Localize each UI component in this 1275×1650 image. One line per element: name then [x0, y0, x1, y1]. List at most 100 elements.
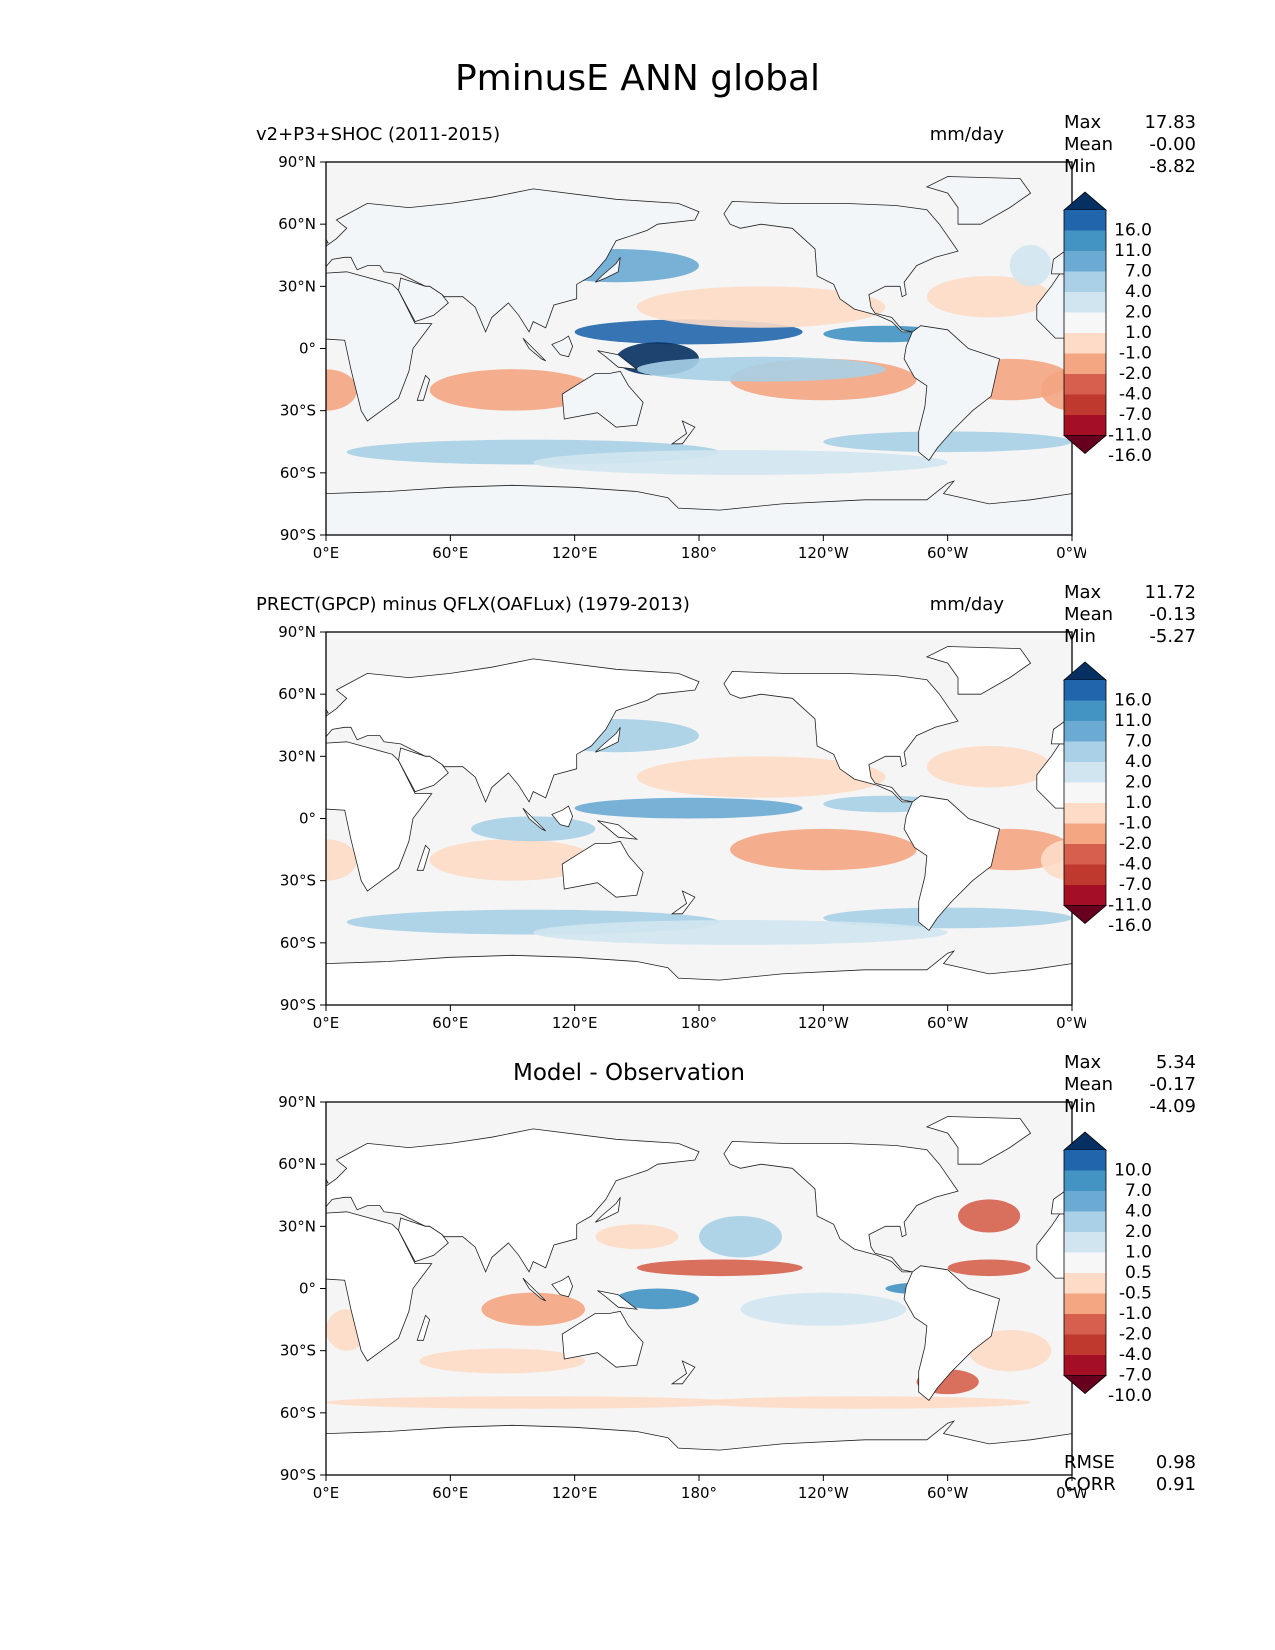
world-map: 90°N 60°N 30°N 0° 30°S 60°S 90°S0°E 60°E 120°E 18…: [256, 1093, 1088, 1502]
lon-tick-label: 120°W: [798, 544, 849, 562]
continent-eurasia: [326, 658, 700, 803]
stats-box: Max 17.83 Mean -0.00 Min -8.82: [1064, 112, 1196, 178]
colorbar-segment: [1064, 1355, 1106, 1376]
colorbar-level-label: -16.0: [1108, 446, 1152, 466]
lon-tick-label: 60°E: [432, 1014, 468, 1032]
colorbar-segment: [1064, 844, 1106, 865]
anomaly-region: [256, 1259, 285, 1276]
lat-tick-label: 90°S: [280, 1466, 316, 1484]
anomaly-region: [533, 450, 948, 475]
stat-max-label: Max: [1064, 112, 1102, 133]
anomaly-region: [429, 839, 596, 881]
continent-australia: [561, 370, 644, 428]
continent-newguinea: [597, 350, 639, 370]
colorbar-level-label: -1.0: [1119, 344, 1152, 364]
continent-australia: [561, 1310, 644, 1368]
lat-tick-label: 90°N: [278, 1093, 316, 1111]
lat-tick-label: 30°N: [278, 277, 316, 295]
panel-observation: PRECT(GPCP) minus QFLX(OAFLux) (1979-201…: [0, 582, 1275, 1052]
continent-borneo: [551, 805, 574, 828]
lat-tick-label: 90°N: [278, 623, 316, 641]
continent-japan: [595, 1197, 621, 1223]
continent-borneo: [551, 1275, 574, 1298]
colorbar-level-label: 7.0: [1125, 262, 1152, 282]
colorbar-level-label: -7.0: [1119, 875, 1152, 895]
lat-tick-label: 0°: [299, 1280, 316, 1298]
anomaly-region: [636, 286, 886, 328]
anomaly-region: [256, 1199, 274, 1232]
colorbar-segment: [1064, 271, 1106, 292]
stat-max-label: Max: [1064, 1052, 1102, 1073]
panel-left-title: PRECT(GPCP) minus QFLX(OAFLux) (1979-201…: [256, 594, 690, 615]
continent-antarctica: [326, 1420, 1072, 1475]
continent-samerica: [903, 1265, 1000, 1401]
lat-tick-label: 30°N: [278, 747, 316, 765]
lon-tick-label: 0°E: [313, 1014, 340, 1032]
colorbar-segment: [1064, 1170, 1106, 1191]
colorbar-segment: [1064, 1334, 1106, 1355]
continent-arabia: [398, 1217, 449, 1263]
lat-tick-label: 60°S: [280, 1404, 316, 1422]
colorbar-segment: [1064, 394, 1106, 415]
colorbar-segment: [1064, 333, 1106, 354]
colorbar-segment: [1064, 292, 1106, 313]
colorbar-extend-bottom: [1062, 905, 1108, 925]
lat-tick-label: 30°S: [280, 402, 316, 420]
continent-nz: [670, 890, 696, 915]
colorbar-segment: [1064, 230, 1106, 251]
lon-tick-label: 0°W: [1056, 1484, 1086, 1502]
colorbar-segment: [1064, 1150, 1106, 1171]
lon-tick-label: 120°E: [552, 1014, 598, 1032]
world-map: 90°N 60°N 30°N 0° 30°S 60°S 90°S0°E 60°E 120°E 18…: [256, 623, 1088, 1032]
continent-namerica: [723, 200, 959, 333]
lon-tick-label: 0°E: [313, 544, 340, 562]
anomaly-region: [326, 839, 358, 881]
anomaly-region: [958, 1199, 1021, 1233]
continent-madagascar: [416, 844, 431, 871]
colorbar-level-label: -2.0: [1119, 834, 1152, 854]
anomaly-region: [636, 1259, 803, 1277]
anomaly-region: [740, 1292, 907, 1326]
anomaly-region: [636, 756, 886, 798]
anomaly-region: [595, 1224, 679, 1250]
anomaly-region: [429, 369, 596, 411]
continent-namerica: [723, 670, 959, 803]
rmse-value: 0.98: [1155, 1452, 1196, 1473]
stat-mean-value: -0.13: [1149, 604, 1196, 625]
colorbar-level-label: 4.0: [1125, 1202, 1152, 1222]
stat-max-label: Max: [1064, 582, 1102, 603]
stat-mean-value: -0.17: [1149, 1074, 1196, 1095]
lat-tick-label: 0°: [299, 340, 316, 358]
colorbar-segment: [1064, 823, 1106, 844]
continent-africa_w: [1036, 1213, 1072, 1279]
colorbar-level-label: -7.0: [1119, 1366, 1152, 1386]
colorbar-segment: [1064, 1314, 1106, 1335]
anomaly-region: [256, 908, 326, 929]
colorbar-svg: 16.011.07.04.02.01.0-1.0-2.0-4.0-7.0-11.…: [1062, 191, 1152, 466]
continent-africa_w: [1036, 273, 1072, 339]
continent-japan: [595, 727, 621, 753]
continent-greenland: [925, 646, 1032, 695]
lon-tick-label: 180°: [681, 544, 717, 562]
panel-units: mm/day: [929, 594, 1004, 615]
colorbar-segment: [1064, 251, 1106, 272]
stat-mean-label: Mean: [1064, 1074, 1114, 1095]
stat-max-value: 17.83: [1144, 112, 1196, 133]
colorbar-level-label: 2.0: [1125, 1222, 1152, 1242]
panel-left-title: v2+P3+SHOC (2011-2015): [256, 124, 501, 145]
stat-max-value: 11.72: [1144, 582, 1196, 603]
corr-label: CORR: [1064, 1474, 1116, 1495]
continent-sumatra: [522, 337, 546, 362]
colorbar-level-label: 7.0: [1125, 732, 1152, 752]
colorbar-segment: [1064, 782, 1106, 803]
colorbar-segment: [1064, 374, 1106, 395]
anomaly-region: [730, 828, 917, 871]
lon-tick-label: 60°E: [432, 1484, 468, 1502]
stat-min-value: -4.09: [1149, 1096, 1196, 1117]
colorbar-segment: [1064, 312, 1106, 333]
anomaly-region: [574, 797, 803, 819]
colorbar-extend-bottom: [1062, 1375, 1108, 1395]
colorbar-level-label: -1.0: [1119, 814, 1152, 834]
colorbar-segment: [1064, 680, 1106, 701]
continent-madagascar: [416, 1314, 431, 1341]
